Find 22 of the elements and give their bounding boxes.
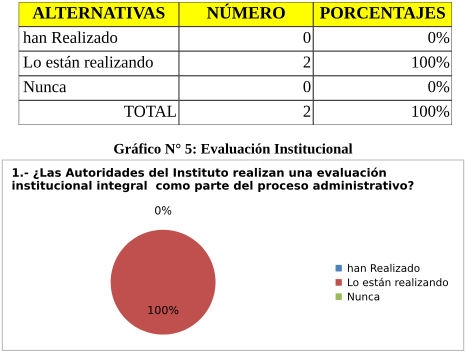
category-label: han Realizado xyxy=(23,31,118,44)
series-label: PORCENTAJES xyxy=(320,6,445,19)
data-label: 100% xyxy=(148,306,178,314)
chart-title: Gráfico N° 5: Evaluación Institucional xyxy=(114,143,352,154)
chart-subtitle: 1.- ¿Las Autoridades del Instituto realizan una evaluación institucional integral como parte del proceso administrativo? xyxy=(12,167,414,192)
legend-label: Nunca xyxy=(348,292,380,300)
data-label: 0% xyxy=(428,81,450,92)
legend-label: Lo están realizando xyxy=(348,278,448,286)
data-label: 0% xyxy=(428,32,450,44)
series-label: NÚMERO xyxy=(206,4,285,19)
data-label: 100% xyxy=(412,56,450,68)
category-label: Lo están realizando xyxy=(23,56,153,68)
data-label: 0 xyxy=(303,81,311,92)
data-label: 2 xyxy=(304,56,310,68)
text: 0% xyxy=(155,206,172,215)
text: ALTERNATIVAS xyxy=(32,6,165,19)
data-label: 0 xyxy=(303,32,311,44)
category-label: TOTAL xyxy=(124,106,176,117)
category-label: Nunca xyxy=(23,81,66,92)
data-label: 2 xyxy=(304,106,310,117)
legend-label: han Realizado xyxy=(348,264,420,272)
data-label: 100% xyxy=(412,106,450,117)
